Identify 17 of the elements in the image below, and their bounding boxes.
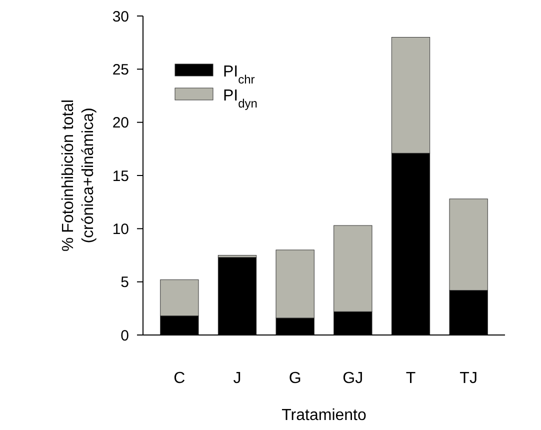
- y-tick-label: 30: [112, 8, 129, 26]
- y-tick-label: 10: [112, 220, 129, 238]
- x-tick-label: J: [233, 370, 242, 387]
- x-tick-label: C: [174, 370, 186, 387]
- legend-label: PI$_{dyn}$: [223, 88, 258, 111]
- x-tick-label: T: [406, 370, 416, 387]
- y-tick-label: 15: [112, 168, 129, 185]
- y-tick-label: 20: [112, 114, 129, 132]
- x-axis-title: Tratamiento: [282, 407, 366, 424]
- x-tick-label: G: [288, 370, 302, 387]
- y-axis-title: % Fotoinhibición total (crónica+dinámica): [60, 99, 97, 252]
- x-tick-label: TJ: [460, 370, 478, 387]
- y-tick-label: 25: [112, 61, 129, 78]
- y-tick-label: 0: [120, 327, 129, 344]
- y-tick-label: 5: [120, 274, 129, 292]
- x-tick-label: GJ: [342, 370, 364, 387]
- legend-label: PI$_{chr}$: [223, 64, 255, 87]
